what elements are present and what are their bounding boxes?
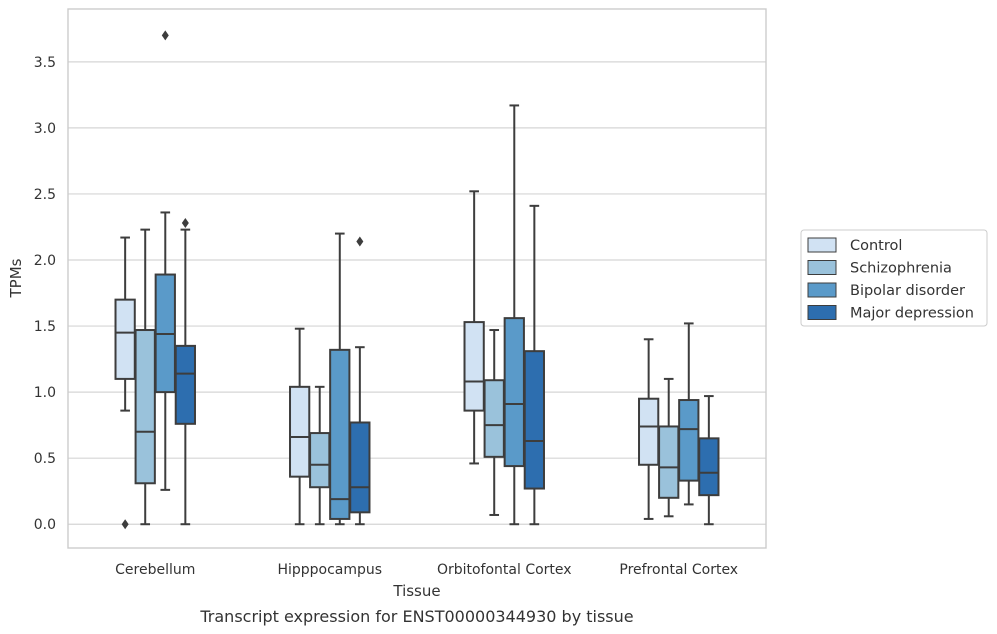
chart-caption: Transcript expression for ENST0000034493… bbox=[199, 607, 633, 626]
legend: Control Schizophrenia Bipolar disorder Majo… bbox=[800, 229, 988, 327]
y-tick-label: 0.0 bbox=[34, 517, 56, 533]
box bbox=[658, 425, 680, 499]
x-tick-label: Prefrontal Cortex bbox=[619, 562, 738, 578]
legend-label: Control bbox=[850, 238, 902, 254]
box bbox=[134, 329, 156, 485]
legend-swatch bbox=[807, 237, 837, 253]
box-group bbox=[638, 338, 660, 520]
box-group bbox=[134, 228, 156, 526]
legend-swatch bbox=[807, 305, 837, 320]
box-group bbox=[523, 204, 545, 526]
plot-frame bbox=[67, 8, 767, 549]
y-tick-label: 2.0 bbox=[34, 253, 56, 269]
box bbox=[503, 317, 525, 468]
box-group bbox=[463, 190, 485, 465]
x-tick-label: Cerebellum bbox=[115, 562, 195, 578]
box bbox=[638, 397, 660, 466]
y-axis-label: TPMs bbox=[7, 258, 25, 298]
y-tick-label: 3.0 bbox=[34, 121, 56, 137]
box-group bbox=[658, 377, 680, 518]
box bbox=[523, 350, 545, 490]
box-group bbox=[349, 236, 371, 526]
box bbox=[289, 385, 311, 478]
box-series bbox=[114, 30, 720, 530]
box bbox=[483, 379, 505, 458]
outlier-point bbox=[181, 218, 189, 229]
legend-label: Bipolar disorder bbox=[850, 283, 965, 299]
box bbox=[698, 437, 720, 497]
y-tick-label: 1.5 bbox=[34, 319, 56, 335]
y-tick-label: 2.5 bbox=[34, 187, 56, 203]
outlier-point bbox=[121, 519, 129, 530]
box-group bbox=[309, 385, 331, 526]
box-group bbox=[289, 327, 311, 526]
y-tick-labels: 0.0 0.5 1.0 1.5 2.0 2.5 3.0 3.5 bbox=[34, 55, 56, 533]
box-group bbox=[698, 395, 720, 526]
outlier-point bbox=[356, 236, 364, 247]
box-group bbox=[154, 30, 176, 491]
legend-frame bbox=[800, 229, 988, 327]
legend-label: Major depression bbox=[850, 306, 974, 322]
box-group bbox=[174, 218, 196, 526]
y-tick-label: 0.5 bbox=[34, 451, 56, 467]
box bbox=[329, 348, 351, 520]
y-tick-label: 3.5 bbox=[34, 55, 56, 71]
outlier-point bbox=[161, 30, 169, 41]
box bbox=[309, 432, 331, 489]
box-group bbox=[483, 329, 505, 516]
box-group bbox=[329, 232, 351, 526]
box bbox=[174, 344, 196, 425]
box bbox=[114, 298, 136, 380]
box-group bbox=[678, 322, 700, 506]
box-group bbox=[503, 104, 525, 526]
box-group bbox=[114, 236, 136, 530]
legend-swatch bbox=[807, 260, 837, 275]
legend-label: Schizophrenia bbox=[850, 261, 952, 277]
box bbox=[463, 321, 485, 412]
box bbox=[678, 399, 700, 482]
y-tick-label: 1.0 bbox=[34, 385, 56, 401]
x-tick-label: Orbitofontal Cortex bbox=[437, 562, 572, 578]
x-tick-labels: Cerebellum Hipppocampus Orbitofontal Corte… bbox=[115, 562, 738, 578]
x-axis-label: Tissue bbox=[392, 582, 440, 600]
x-tick-label: Hipppocampus bbox=[277, 562, 382, 578]
box bbox=[349, 421, 371, 514]
legend-swatch bbox=[807, 282, 837, 298]
